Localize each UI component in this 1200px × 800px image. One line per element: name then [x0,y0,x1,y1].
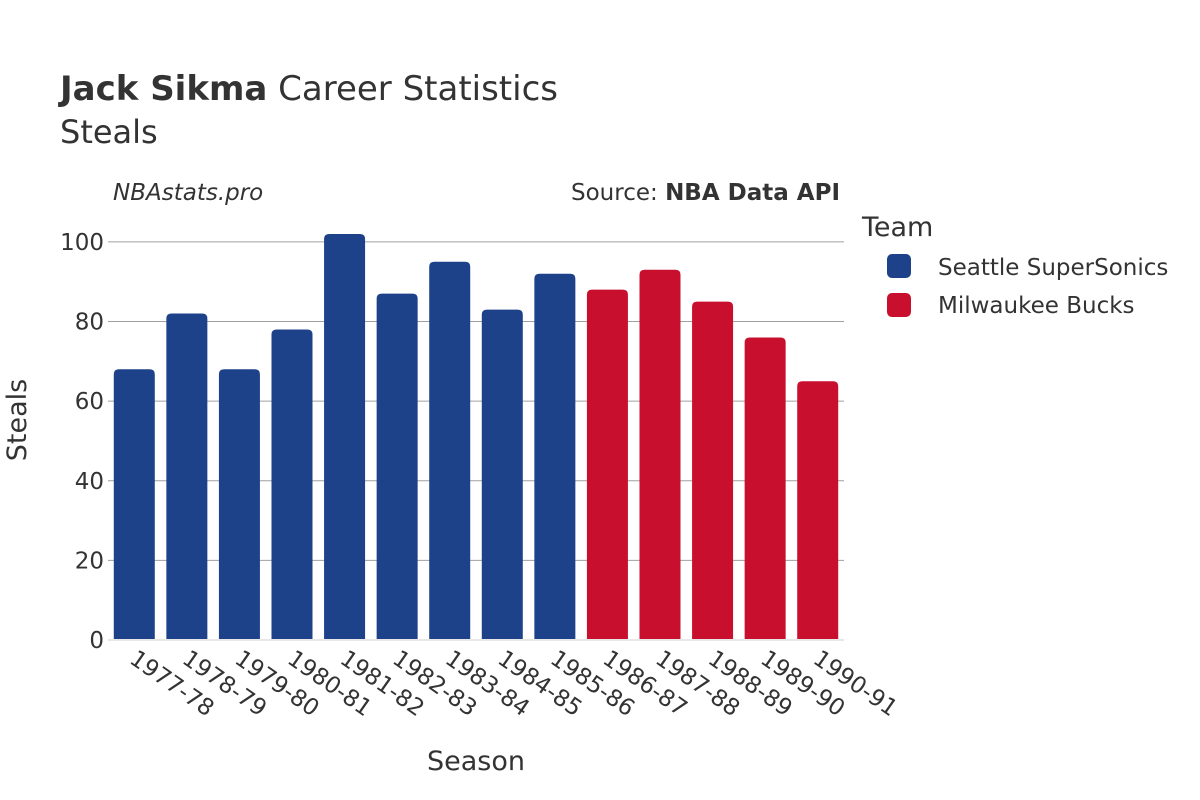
legend-item-milwaukee[interactable]: Milwaukee Bucks [887,293,1135,319]
bar-1984-85[interactable] [481,309,523,640]
y-tick-label: 20 [75,548,104,574]
y-tick-label: 0 [89,628,104,654]
legend-item-seattle[interactable]: Seattle SuperSonics [887,254,1168,281]
bar-1989-90[interactable] [744,337,786,640]
bar-1978-79[interactable] [166,313,208,640]
bar-1987-88[interactable] [639,269,681,640]
watermark-text: NBAstats.pro [113,180,263,206]
y-axis-title: Steals [2,379,33,461]
source-prefix: Source: [571,180,665,206]
legend-label-seattle: Seattle SuperSonics [938,255,1168,281]
bar-1985-86[interactable] [534,273,576,640]
bar-1979-80[interactable] [218,369,260,640]
y-tick-labels: 0 20 40 60 80 100 [60,230,104,654]
bars-group [113,233,839,640]
y-tick-label: 100 [60,230,104,256]
bar-1981-82[interactable] [324,233,366,640]
bar-1982-83[interactable] [376,293,418,640]
title-rest: Career Statistics [267,69,558,109]
gridlines [108,241,844,561]
y-tick-label: 40 [75,469,104,495]
legend-label-milwaukee: Milwaukee Bucks [938,293,1135,319]
bar-1977-78[interactable] [113,369,155,640]
chart-subtitle: Steals [60,113,158,151]
bar-1980-81[interactable] [271,329,313,640]
bar-1988-89[interactable] [692,301,734,640]
chart-title: Jack Sikma Career Statistics [58,69,558,109]
title-player-name: Jack Sikma [58,69,267,109]
bar-1990-91[interactable] [797,381,839,640]
legend-swatch-milwaukee [887,293,911,317]
source-name: NBA Data API [665,180,840,206]
source-text: Source: NBA Data API [571,180,840,206]
legend-swatch-seattle [887,254,911,278]
x-tick-labels: 1977-781978-791979-801980-811981-821982-… [125,646,902,722]
y-tick-label: 60 [75,389,104,415]
x-axis-title: Season [427,746,525,777]
bar-1983-84[interactable] [429,261,471,640]
legend: Team Seattle SuperSonics Milwaukee Bucks [861,212,1168,319]
legend-title: Team [861,212,933,243]
bar-1986-87[interactable] [586,289,628,640]
y-tick-label: 80 [75,310,104,336]
